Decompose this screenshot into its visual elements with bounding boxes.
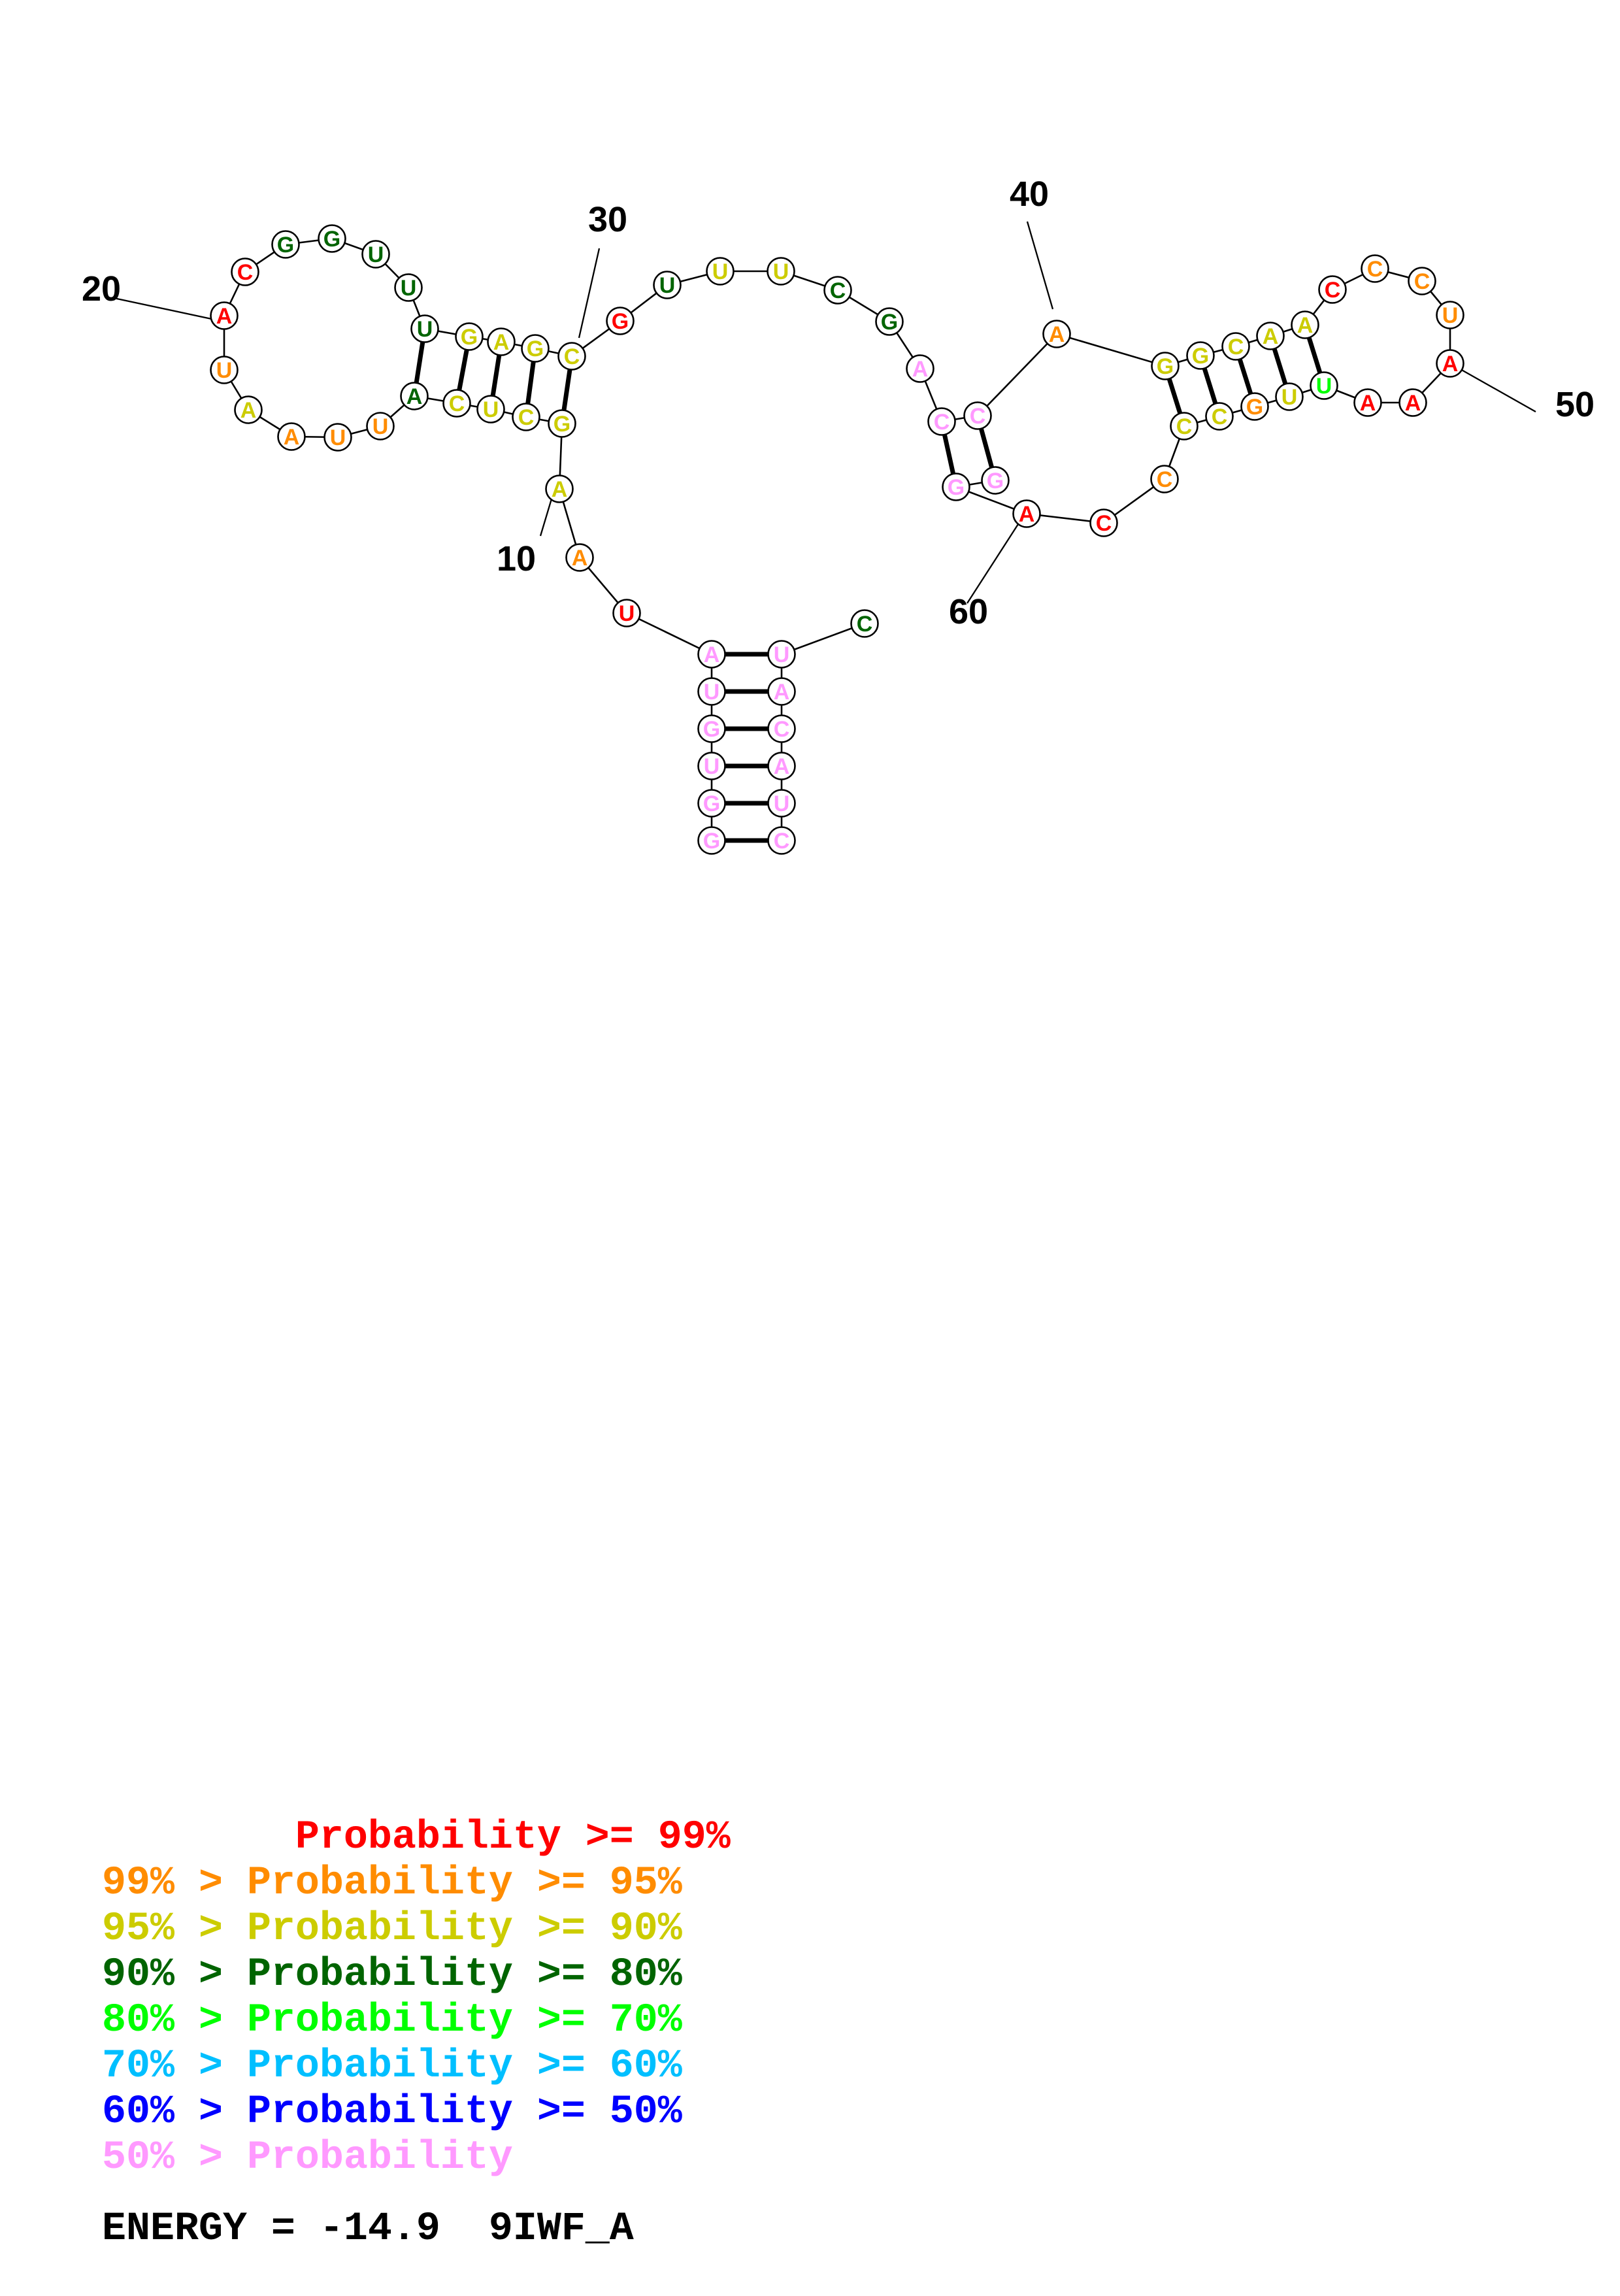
svg-text:70% > Probability >= 60%: 70% > Probability >= 60% [102, 2043, 683, 2089]
svg-text:G: G [881, 310, 898, 335]
svg-text:A: A [493, 330, 510, 355]
svg-text:A: A [1263, 324, 1279, 349]
svg-text:A: A [1049, 322, 1065, 347]
svg-text:C: C [970, 404, 986, 429]
svg-text:ENERGY = -14.9 9IWF_A: ENERGY = -14.9 9IWF_A [102, 2206, 634, 2252]
svg-text:U: U [401, 276, 417, 301]
svg-text:C: C [237, 260, 254, 285]
svg-text:C: C [449, 391, 465, 416]
svg-text:95% > Probability >= 90%: 95% > Probability >= 90% [102, 1906, 683, 1952]
svg-text:A: A [240, 398, 257, 423]
svg-text:G: G [323, 227, 340, 252]
svg-text:C: C [1212, 405, 1228, 429]
svg-text:G: G [277, 233, 294, 258]
svg-text:A: A [1360, 391, 1376, 416]
svg-text:60% > Probability >= 50%: 60% > Probability >= 50% [102, 2089, 683, 2135]
svg-text:U: U [216, 358, 233, 383]
svg-text:C: C [1157, 467, 1173, 492]
svg-text:A: A [1019, 502, 1035, 527]
svg-text:C: C [830, 278, 846, 303]
svg-text:U: U [372, 414, 389, 439]
svg-text:U: U [712, 259, 729, 284]
svg-text:50% > Probability: 50% > Probability [102, 2135, 513, 2180]
svg-text:10: 10 [497, 539, 536, 578]
svg-text:A: A [704, 642, 720, 667]
svg-text:U: U [704, 754, 720, 779]
svg-text:Probability >= 99%: Probability >= 99% [102, 1814, 731, 1860]
svg-text:G: G [1246, 395, 1263, 420]
svg-text:40: 40 [1010, 175, 1049, 214]
svg-text:99% > Probability >= 95%: 99% > Probability >= 95% [102, 1860, 683, 1906]
svg-text:U: U [368, 242, 384, 267]
svg-text:G: G [703, 791, 720, 816]
svg-text:C: C [934, 410, 950, 435]
svg-text:G: G [703, 717, 720, 742]
svg-text:C: C [857, 612, 873, 637]
svg-text:U: U [774, 642, 790, 667]
svg-text:C: C [1176, 414, 1193, 439]
svg-text:U: U [1442, 303, 1459, 328]
svg-text:20: 20 [82, 269, 121, 308]
svg-text:G: G [948, 475, 965, 500]
svg-text:G: G [612, 309, 629, 334]
svg-text:60: 60 [949, 592, 988, 631]
svg-text:G: G [461, 325, 478, 350]
svg-text:U: U [659, 273, 676, 298]
svg-text:G: G [1192, 344, 1209, 369]
svg-text:A: A [552, 477, 568, 502]
svg-text:G: G [527, 337, 544, 361]
svg-text:C: C [774, 829, 790, 854]
svg-text:A: A [774, 754, 790, 779]
svg-text:U: U [619, 601, 635, 626]
svg-text:C: C [774, 717, 790, 742]
svg-text:C: C [1414, 269, 1430, 294]
svg-text:C: C [518, 405, 535, 430]
svg-text:C: C [1325, 278, 1341, 303]
svg-text:A: A [774, 680, 790, 705]
svg-text:50: 50 [1555, 385, 1595, 424]
svg-text:A: A [216, 304, 233, 329]
svg-text:G: G [703, 829, 720, 854]
svg-text:30: 30 [588, 200, 627, 239]
svg-text:A: A [1405, 391, 1421, 416]
svg-text:80% > Probability >= 70%: 80% > Probability >= 70% [102, 1997, 683, 2043]
svg-text:C: C [1367, 257, 1383, 282]
svg-text:G: G [987, 469, 1004, 493]
svg-text:90% > Probability >= 80%: 90% > Probability >= 80% [102, 1952, 683, 1997]
svg-text:U: U [330, 425, 346, 450]
svg-text:A: A [572, 546, 588, 571]
svg-text:U: U [483, 397, 499, 422]
svg-text:U: U [704, 680, 720, 705]
svg-text:U: U [1316, 374, 1332, 399]
svg-text:A: A [1442, 352, 1459, 376]
svg-text:A: A [1297, 313, 1314, 338]
svg-text:G: G [554, 412, 570, 437]
svg-text:U: U [417, 317, 433, 342]
svg-text:A: A [406, 384, 423, 409]
svg-text:U: U [1281, 385, 1298, 410]
svg-text:U: U [774, 791, 790, 816]
svg-text:C: C [564, 344, 580, 369]
svg-text:C: C [1096, 511, 1112, 536]
svg-text:A: A [284, 425, 300, 450]
svg-text:U: U [773, 259, 789, 284]
svg-text:G: G [1157, 354, 1174, 379]
svg-text:C: C [1228, 335, 1244, 359]
svg-text:A: A [912, 357, 929, 382]
